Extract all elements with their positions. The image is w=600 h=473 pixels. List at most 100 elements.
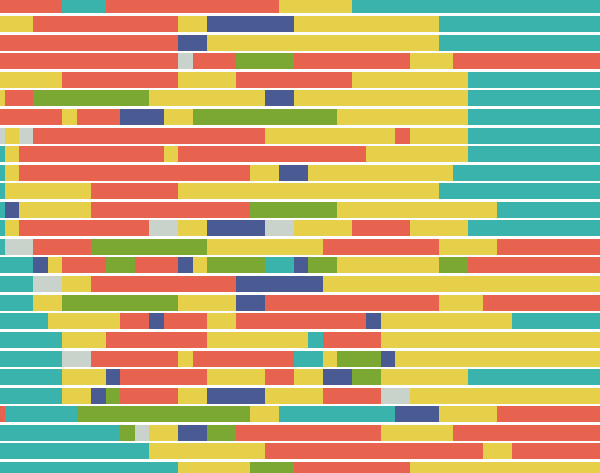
stripe-segment-yellow — [48, 257, 62, 273]
stripe-row — [0, 128, 600, 144]
stripe-segment-teal — [0, 443, 149, 459]
stripe-segment-yellow — [207, 332, 308, 348]
stripe-segment-yellow — [483, 443, 512, 459]
stripe-segment-red — [468, 257, 600, 273]
stripe-segment-teal — [468, 128, 600, 144]
stripe-segment-yellow — [164, 109, 193, 125]
stripe-segment-teal — [439, 35, 600, 51]
stripe-segment-red — [453, 425, 600, 441]
stripe-segment-yellow — [207, 35, 439, 51]
stripe-segment-teal — [0, 183, 5, 199]
stripe-segment-red — [91, 276, 236, 292]
stripe-row — [0, 351, 600, 367]
stripe-segment-yellow — [410, 53, 453, 69]
stripe-segment-teal — [0, 295, 33, 311]
stripe-segment-teal — [0, 220, 5, 236]
stripe-segment-yellow — [164, 146, 178, 162]
stripe-segment-teal — [453, 165, 600, 181]
stripe-segment-yellow — [33, 295, 62, 311]
stripe-segment-blue — [91, 388, 106, 404]
stripe-segment-yellow — [5, 128, 19, 144]
stripe-segment-teal — [0, 202, 5, 218]
stripe-row — [0, 295, 600, 311]
stripe-segment-green — [439, 257, 468, 273]
stripe-row — [0, 332, 600, 348]
stripe-segment-yellow — [381, 332, 600, 348]
stripe-segment-green — [77, 406, 250, 422]
stripe-segment-teal — [439, 183, 600, 199]
stripe-segment-yellow — [178, 16, 207, 32]
stripe-segment-teal — [0, 276, 33, 292]
stripe-row — [0, 443, 600, 459]
stripe-segment-blue — [279, 165, 308, 181]
stripe-segment-yellow — [439, 239, 497, 255]
stripe-row — [0, 165, 600, 181]
stripe-segment-blue — [207, 388, 265, 404]
stripe-segment-gray — [0, 128, 5, 144]
stripe-segment-yellow — [323, 276, 600, 292]
stripe-segment-teal — [352, 0, 600, 13]
stripe-segment-red — [33, 16, 178, 32]
stripe-segment-green — [91, 239, 207, 255]
stripe-row — [0, 16, 600, 32]
stripe-row — [0, 257, 600, 273]
stripe-segment-yellow — [265, 388, 323, 404]
stripe-segment-yellow — [323, 351, 337, 367]
stripe-segment-red — [120, 313, 149, 329]
stripe-segment-teal — [512, 313, 600, 329]
stripe-segment-red — [483, 295, 600, 311]
stripe-segment-red — [453, 53, 600, 69]
stripe-segment-green — [207, 425, 236, 441]
stripe-segment-teal — [62, 0, 106, 13]
stripe-segment-teal — [0, 388, 62, 404]
stripe-row — [0, 146, 600, 162]
stripe-segment-teal — [0, 332, 62, 348]
stripe-segment-green — [62, 295, 178, 311]
stripe-segment-yellow — [149, 443, 265, 459]
stripe-segment-teal — [0, 257, 33, 273]
stripe-row — [0, 388, 600, 404]
stripe-segment-red — [0, 0, 62, 13]
stripe-segment-teal — [294, 351, 323, 367]
stripe-segment-yellow — [410, 462, 600, 473]
stripe-segment-blue — [366, 313, 381, 329]
stripe-segment-red — [395, 128, 410, 144]
stripe-segment-gray — [135, 425, 149, 441]
stripe-segment-yellow — [178, 462, 250, 473]
stripe-segment-yellow — [207, 239, 323, 255]
stripe-segment-blue — [207, 16, 294, 32]
stripe-segment-green — [236, 53, 294, 69]
stripe-segment-teal — [0, 146, 5, 162]
stripe-row — [0, 90, 600, 106]
stripe-row — [0, 109, 600, 125]
stripe-row — [0, 53, 600, 69]
stripe-segment-green — [250, 462, 294, 473]
stripe-segment-red — [120, 369, 207, 385]
stripe-segment-yellow — [149, 90, 265, 106]
stripe-segment-yellow — [5, 146, 19, 162]
stripe-segment-yellow — [439, 406, 497, 422]
stripe-segment-yellow — [294, 16, 439, 32]
stripe-segment-yellow — [178, 220, 207, 236]
stripe-segment-red — [323, 388, 381, 404]
stripe-row — [0, 35, 600, 51]
stripe-segment-red — [0, 53, 178, 69]
stripe-segment-teal — [0, 369, 62, 385]
stripe-segment-teal — [468, 72, 600, 88]
stripe-segment-green — [193, 109, 337, 125]
stripe-segment-red — [120, 388, 178, 404]
stripe-segment-yellow — [308, 165, 453, 181]
stripe-row — [0, 369, 600, 385]
stripe-segment-yellow — [5, 165, 19, 181]
stripe-segment-yellow — [410, 220, 468, 236]
stripe-segment-green — [352, 369, 381, 385]
stripe-segment-red — [236, 313, 366, 329]
stripe-segment-yellow — [381, 313, 512, 329]
stripe-segment-gray — [62, 351, 91, 367]
stripe-segment-yellow — [250, 406, 279, 422]
stripe-segment-green — [337, 351, 381, 367]
stripe-segment-red — [164, 313, 207, 329]
stripe-segment-yellow — [395, 351, 600, 367]
stripe-segment-gray — [381, 388, 410, 404]
stripe-segment-red — [497, 406, 600, 422]
